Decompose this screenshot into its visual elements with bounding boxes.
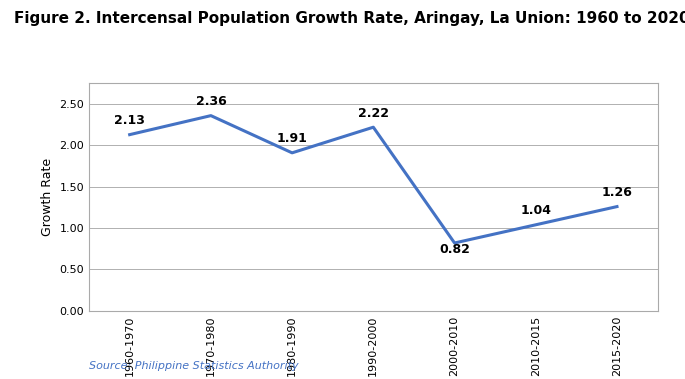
Y-axis label: Growth Rate: Growth Rate: [41, 158, 54, 236]
Text: 2.22: 2.22: [358, 107, 389, 120]
Text: Figure 2. Intercensal Population Growth Rate, Aringay, La Union: 1960 to 2020: Figure 2. Intercensal Population Growth …: [14, 11, 685, 27]
Text: 0.82: 0.82: [439, 243, 470, 256]
Text: 1.26: 1.26: [601, 186, 632, 199]
Text: 1.04: 1.04: [521, 204, 551, 217]
Text: 2.13: 2.13: [114, 114, 145, 127]
Text: 1.91: 1.91: [277, 132, 308, 146]
Text: 2.36: 2.36: [195, 95, 226, 108]
Text: Source: Philippine Statistics Authority: Source: Philippine Statistics Authority: [89, 362, 299, 371]
